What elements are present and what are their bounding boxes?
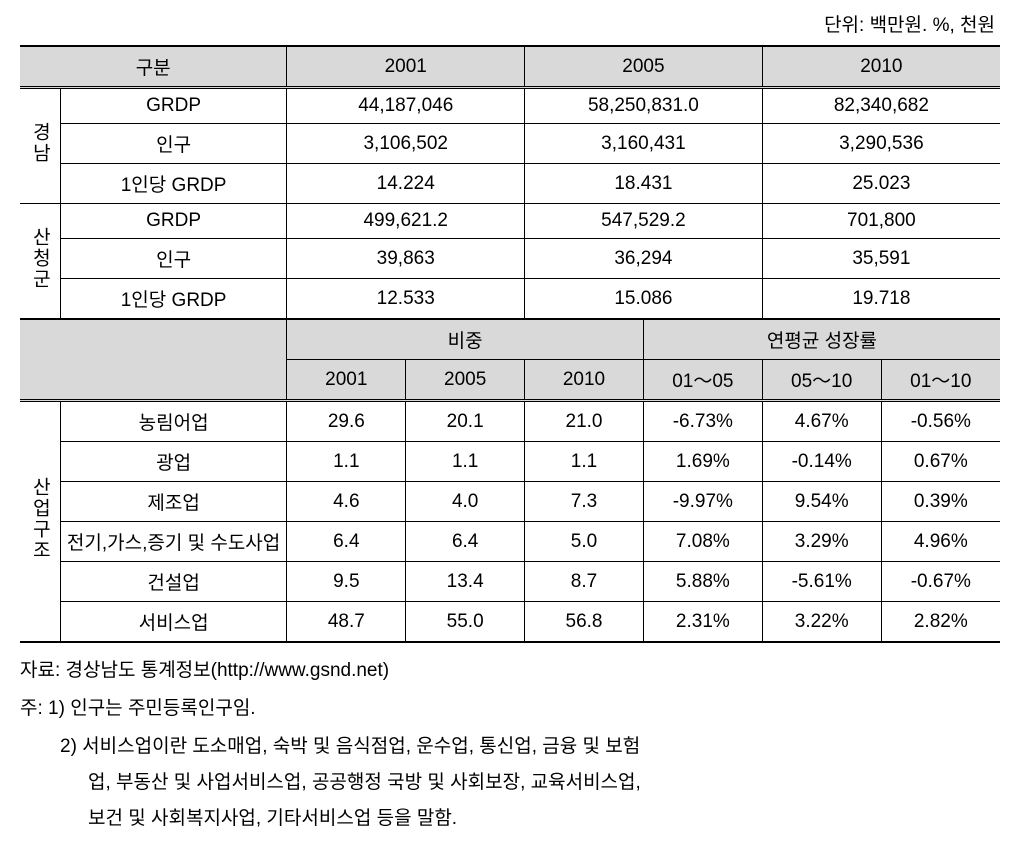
region-gn-label: 경남	[20, 88, 60, 204]
row-label: 1인당 GRDP	[60, 164, 287, 204]
grdp-table: 구분 2001 2005 2010 경남 GRDP 44,187,046 58,…	[20, 45, 1000, 643]
table-cell: 48.7	[287, 602, 406, 643]
table-cell: 12.533	[287, 279, 525, 320]
row-label: GRDP	[60, 204, 287, 239]
row-label: 1인당 GRDP	[60, 279, 287, 320]
table-cell: 2.82%	[881, 602, 1000, 643]
col-group-share: 비중	[287, 319, 644, 360]
row-label: 광업	[60, 442, 287, 482]
table-cell: 4.96%	[881, 522, 1000, 562]
table-cell: 19.718	[762, 279, 1000, 320]
table-cell: 29.6	[287, 401, 406, 442]
table-cell: 1.69%	[643, 442, 762, 482]
table-cell: 1.1	[525, 442, 644, 482]
table-cell: 0.67%	[881, 442, 1000, 482]
table-cell: 21.0	[525, 401, 644, 442]
col-year-2010: 2010	[762, 46, 1000, 88]
subcol: 01～10	[881, 360, 1000, 401]
table-cell: 18.431	[525, 164, 763, 204]
table-cell: 499,621.2	[287, 204, 525, 239]
region-sc-label: 산청군	[20, 204, 60, 320]
row-label: 서비스업	[60, 602, 287, 643]
subcol: 2010	[525, 360, 644, 401]
row-label: 인구	[60, 239, 287, 279]
row-label: GRDP	[60, 88, 287, 124]
subcol: 2005	[406, 360, 525, 401]
table-cell: 35,591	[762, 239, 1000, 279]
table-cell: 3,290,536	[762, 124, 1000, 164]
table-cell: 5.0	[525, 522, 644, 562]
table-cell: 9.54%	[762, 482, 881, 522]
row-label: 농림어업	[60, 401, 287, 442]
table-cell: 7.08%	[643, 522, 762, 562]
row-label: 건설업	[60, 562, 287, 602]
table-cell: 1.1	[287, 442, 406, 482]
blank-header	[20, 319, 287, 401]
table-cell: 2.31%	[643, 602, 762, 643]
table-cell: -5.61%	[762, 562, 881, 602]
table-cell: 0.39%	[881, 482, 1000, 522]
table-cell: 36,294	[525, 239, 763, 279]
table-cell: 4.0	[406, 482, 525, 522]
table-cell: -0.56%	[881, 401, 1000, 442]
subcol: 05～10	[762, 360, 881, 401]
subcol: 2001	[287, 360, 406, 401]
table-cell: 44,187,046	[287, 88, 525, 124]
table-cell: 4.6	[287, 482, 406, 522]
unit-text: 단위: 백만원. %, 천원	[20, 10, 1000, 37]
footnote-note1: 주: 1) 인구는 주민등록인구임.	[60, 691, 1000, 727]
col-year-2001: 2001	[287, 46, 525, 88]
table-cell: 3.22%	[762, 602, 881, 643]
row-label: 제조업	[60, 482, 287, 522]
row-label: 전기,가스,증기 및 수도사업	[60, 522, 287, 562]
table-cell: 4.67%	[762, 401, 881, 442]
table-cell: 3,106,502	[287, 124, 525, 164]
table-cell: 20.1	[406, 401, 525, 442]
table-cell: 56.8	[525, 602, 644, 643]
col-year-2005: 2005	[525, 46, 763, 88]
table-cell: 13.4	[406, 562, 525, 602]
col-category: 구분	[20, 46, 287, 88]
table-cell: 3.29%	[762, 522, 881, 562]
region-industry-label: 산업구조	[20, 401, 60, 643]
table-cell: 8.7	[525, 562, 644, 602]
table-cell: 14.224	[287, 164, 525, 204]
table-cell: -9.97%	[643, 482, 762, 522]
row-label: 인구	[60, 124, 287, 164]
table-cell: 15.086	[525, 279, 763, 320]
table-cell: 7.3	[525, 482, 644, 522]
col-group-growth: 연평균 성장률	[643, 319, 1000, 360]
table-cell: 58,250,831.0	[525, 88, 763, 124]
table-cell: 6.4	[287, 522, 406, 562]
table-cell: 82,340,682	[762, 88, 1000, 124]
footnote-source: 자료: 경상남도 통계정보(http://www.gsnd.net)	[20, 653, 1000, 689]
table-cell: 547,529.2	[525, 204, 763, 239]
footnotes: 자료: 경상남도 통계정보(http://www.gsnd.net) 주: 1)…	[20, 653, 1000, 837]
table-cell: 25.023	[762, 164, 1000, 204]
table-cell: 55.0	[406, 602, 525, 643]
footnote-note2: 2) 서비스업이란 도소매업, 숙박 및 음식점업, 운수업, 통신업, 금융 …	[60, 729, 1000, 837]
subcol: 01～05	[643, 360, 762, 401]
table-cell: 9.5	[287, 562, 406, 602]
table-cell: 1.1	[406, 442, 525, 482]
table-cell: -0.67%	[881, 562, 1000, 602]
table-cell: 701,800	[762, 204, 1000, 239]
table-cell: -0.14%	[762, 442, 881, 482]
table-cell: 39,863	[287, 239, 525, 279]
table-cell: 5.88%	[643, 562, 762, 602]
table-cell: 3,160,431	[525, 124, 763, 164]
table-cell: 6.4	[406, 522, 525, 562]
table-cell: -6.73%	[643, 401, 762, 442]
